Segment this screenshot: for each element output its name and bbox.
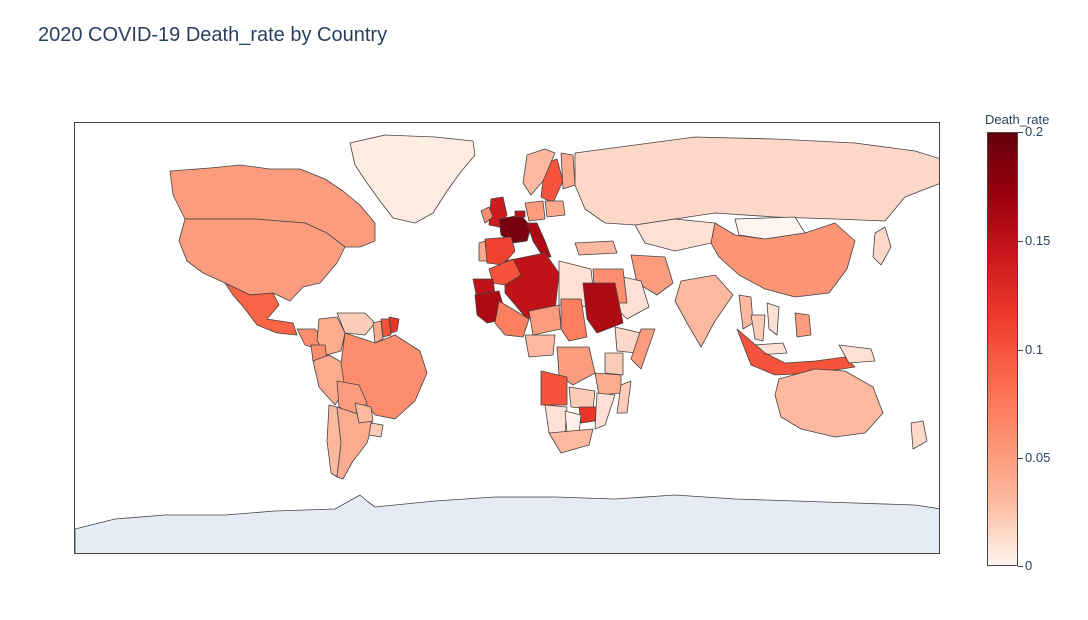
- region-japan[interactable]: Japan: [872, 226, 892, 266]
- chart-title: 2020 COVID-19 Death_rate by Country: [38, 24, 388, 46]
- region-greenland[interactable]: Greenland: [349, 134, 476, 224]
- colorbar-tick-mark: [1018, 132, 1023, 133]
- region-papua-new-guinea[interactable]: Papua New Guinea: [838, 344, 876, 364]
- region-chad[interactable]: Chad: [560, 298, 588, 342]
- region-vietnam[interactable]: Vietnam: [766, 302, 780, 336]
- region-myanmar[interactable]: Myanmar: [738, 294, 754, 330]
- region-antarctica[interactable]: Antarctica: [75, 494, 940, 554]
- region-zambia[interactable]: Zambia: [568, 386, 596, 410]
- region-angola[interactable]: Angola: [540, 370, 568, 406]
- region-venezuela[interactable]: Venezuela: [336, 312, 376, 336]
- region-belgium[interactable]: Belgium: [514, 210, 526, 218]
- region-guyana[interactable]: Guyana: [372, 320, 384, 344]
- region-thailand[interactable]: Thailand: [750, 314, 766, 342]
- region-philippines[interactable]: Philippines: [794, 312, 812, 338]
- region-suriname[interactable]: Suriname: [380, 318, 392, 338]
- region-norway[interactable]: Norway: [522, 148, 556, 196]
- colorbar-tick-label: 0.15: [1025, 233, 1051, 248]
- world-map[interactable]: AntarcticaGreenlandCanadaUnited StatesMe…: [75, 123, 940, 554]
- region-somalia[interactable]: Somalia: [630, 328, 656, 370]
- region-kazakhstan[interactable]: Kazakhstan: [634, 218, 716, 252]
- map-frame[interactable]: AntarcticaGreenlandCanadaUnited StatesMe…: [74, 122, 940, 554]
- colorbar-title: Death_rate: [985, 112, 1050, 127]
- region-sudan[interactable]: Sudan: [582, 282, 624, 334]
- country-regions: AntarcticaGreenlandCanadaUnited StatesMe…: [75, 134, 940, 554]
- region-germany[interactable]: Germany: [524, 200, 546, 222]
- region-paraguay[interactable]: Paraguay: [354, 402, 374, 424]
- region-united-states[interactable]: United States: [178, 218, 346, 302]
- region-kenya[interactable]: Kenya: [604, 352, 624, 376]
- region-russia[interactable]: Russia: [574, 136, 940, 226]
- region-mexico[interactable]: Mexico: [224, 282, 298, 336]
- region-french-guiana[interactable]: French Guiana: [388, 316, 400, 334]
- region-italy[interactable]: Italy: [526, 222, 552, 258]
- region-tanzania[interactable]: Tanzania: [594, 372, 622, 396]
- region-south-africa[interactable]: South Africa: [548, 428, 594, 454]
- colorbar-tick-mark: [1018, 241, 1023, 242]
- region-mozambique[interactable]: Mozambique: [594, 392, 616, 430]
- region-botswana[interactable]: Botswana: [564, 410, 582, 434]
- region-poland[interactable]: Poland: [544, 200, 566, 218]
- colorbar-tick-mark: [1018, 458, 1023, 459]
- region-ireland[interactable]: Ireland: [480, 206, 494, 224]
- region-china[interactable]: China: [710, 222, 856, 298]
- colorbar-tick-label: 0.2: [1025, 124, 1044, 139]
- region-namibia[interactable]: Namibia: [544, 404, 568, 434]
- region-nigeria[interactable]: Nigeria: [524, 334, 556, 358]
- region-turkey[interactable]: Turkey: [574, 240, 618, 256]
- colorbar-tick-label: 0.1: [1025, 342, 1044, 357]
- region-madagascar[interactable]: Madagascar: [616, 380, 632, 414]
- region-australia[interactable]: Australia: [774, 368, 884, 438]
- colorbar-tick-label: 0: [1025, 558, 1033, 573]
- region-finland[interactable]: Finland: [560, 152, 576, 190]
- region-new-zealand[interactable]: New Zealand: [910, 420, 928, 450]
- colorbar-tick-mark: [1018, 566, 1023, 567]
- colorbar-tick-mark: [1018, 350, 1023, 351]
- region-india[interactable]: India: [674, 274, 734, 348]
- region-uruguay[interactable]: Uruguay: [368, 422, 384, 438]
- region-zimbabwe[interactable]: Zimbabwe: [578, 406, 598, 424]
- region-dr-congo[interactable]: DR Congo: [556, 346, 596, 386]
- colorbar: [987, 132, 1018, 566]
- region-mali[interactable]: Mali: [494, 300, 530, 338]
- colorbar-tick-label: 0.05: [1025, 450, 1051, 465]
- region-portugal[interactable]: Portugal: [478, 240, 488, 262]
